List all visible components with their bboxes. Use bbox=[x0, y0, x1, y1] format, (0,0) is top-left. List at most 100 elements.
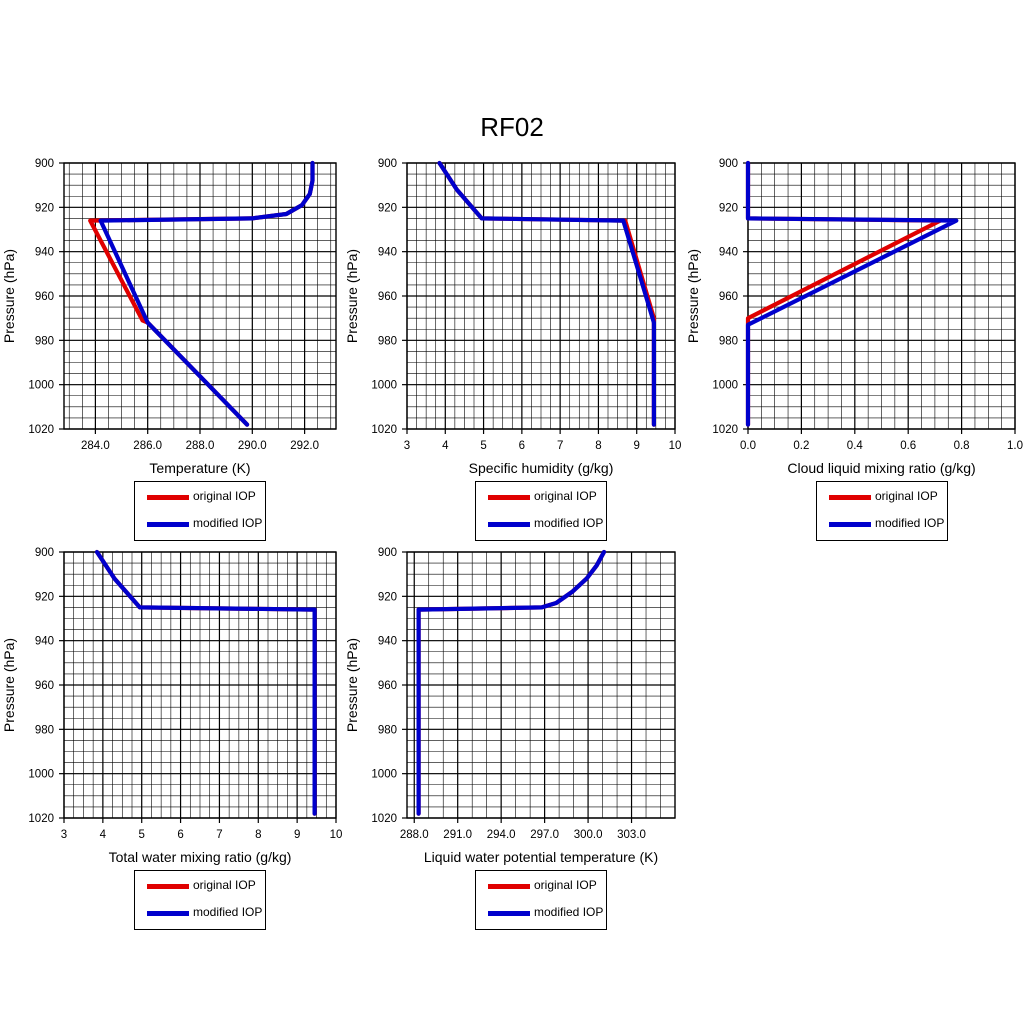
x-tick-label: 303.0 bbox=[617, 829, 646, 841]
legend-swatch bbox=[147, 884, 189, 889]
y-tick-label: 940 bbox=[378, 636, 397, 648]
x-tick-label: 7 bbox=[216, 829, 222, 841]
y-tick-label: 1020 bbox=[28, 424, 54, 436]
legend-entry: modified IOP bbox=[817, 514, 947, 534]
y-tick-label: 960 bbox=[378, 680, 397, 692]
legend-label: original IOP bbox=[193, 878, 256, 892]
y-tick-label: 920 bbox=[35, 202, 54, 214]
y-tick-label: 1000 bbox=[712, 380, 738, 392]
y-tick-label: 960 bbox=[378, 291, 397, 303]
series-line-original bbox=[88, 160, 315, 427]
legend-entry: original IOP bbox=[476, 487, 606, 507]
x-tick-label: 8 bbox=[255, 829, 261, 841]
x-tick-label: 294.0 bbox=[487, 829, 516, 841]
y-tick-label: 900 bbox=[35, 547, 54, 559]
legend-label: modified IOP bbox=[875, 516, 945, 530]
legend-label: modified IOP bbox=[534, 905, 604, 919]
y-tick-label: 920 bbox=[378, 591, 397, 603]
x-tick-label: 10 bbox=[669, 440, 682, 452]
y-tick-label: 980 bbox=[378, 724, 397, 736]
panel-1: 284.0 286.0 288.0 290.0 292.0 900 920 940 960 980… bbox=[1, 158, 337, 476]
x-tick-label: 284.0 bbox=[81, 440, 110, 452]
legend-entry: modified IOP bbox=[476, 903, 606, 923]
y-axis-label: Pressure (hPa) bbox=[1, 249, 17, 343]
series-line-original bbox=[437, 160, 657, 427]
x-tick-label: 0.8 bbox=[954, 440, 970, 452]
y-tick-label: 1020 bbox=[371, 424, 397, 436]
legend-entry: original IOP bbox=[476, 876, 606, 896]
legend-swatch bbox=[488, 522, 530, 527]
y-tick-label: 1000 bbox=[28, 380, 54, 392]
x-tick-label: 5 bbox=[139, 829, 145, 841]
y-tick-label: 900 bbox=[719, 158, 738, 170]
x-tick-label: 0.0 bbox=[740, 440, 756, 452]
x-tick-label: 6 bbox=[519, 440, 525, 452]
legend-entry: modified IOP bbox=[135, 514, 265, 534]
legend-entry: modified IOP bbox=[476, 514, 606, 534]
x-tick-label: 3 bbox=[404, 440, 410, 452]
y-tick-label: 980 bbox=[35, 724, 54, 736]
x-axis-label: Specific humidity (g/kg) bbox=[469, 460, 614, 476]
x-tick-label: 0.4 bbox=[847, 440, 864, 452]
y-tick-label: 1020 bbox=[28, 813, 54, 825]
x-tick-label: 0.2 bbox=[793, 440, 809, 452]
x-tick-label: 3 bbox=[61, 829, 67, 841]
legend: original IOP modified IOP bbox=[475, 870, 607, 930]
x-tick-label: 291.0 bbox=[443, 829, 472, 841]
legend-label: original IOP bbox=[875, 489, 938, 503]
y-tick-label: 980 bbox=[35, 335, 54, 347]
y-tick-label: 1000 bbox=[28, 769, 54, 781]
legend-label: original IOP bbox=[534, 878, 597, 892]
y-tick-label: 940 bbox=[378, 247, 397, 259]
y-tick-label: 920 bbox=[719, 202, 738, 214]
y-tick-label: 940 bbox=[35, 636, 54, 648]
x-axis-label: Cloud liquid mixing ratio (g/kg) bbox=[787, 460, 975, 476]
y-tick-label: 900 bbox=[35, 158, 54, 170]
x-tick-label: 9 bbox=[294, 829, 300, 841]
x-tick-label: 288.0 bbox=[186, 440, 215, 452]
x-tick-label: 292.0 bbox=[290, 440, 319, 452]
legend-label: modified IOP bbox=[193, 516, 263, 530]
series-line-modified bbox=[98, 160, 315, 427]
x-tick-label: 297.0 bbox=[530, 829, 559, 841]
legend: original IOP modified IOP bbox=[475, 481, 607, 541]
x-tick-label: 4 bbox=[442, 440, 449, 452]
x-tick-label: 288.0 bbox=[400, 829, 429, 841]
legend-label: modified IOP bbox=[193, 905, 263, 919]
legend: original IOP modified IOP bbox=[816, 481, 948, 541]
y-tick-label: 960 bbox=[35, 680, 54, 692]
y-tick-label: 940 bbox=[35, 247, 54, 259]
figure-title: RF02 bbox=[480, 112, 544, 142]
y-tick-label: 900 bbox=[378, 547, 397, 559]
series-line-modified bbox=[745, 160, 959, 427]
series-line-original bbox=[416, 549, 607, 816]
legend-entry: original IOP bbox=[135, 487, 265, 507]
panel-4: 3 4 5 6 7 8 9 10 900 920 940 960 980 1000 1020 Total wa… bbox=[1, 547, 342, 865]
y-tick-label: 960 bbox=[35, 291, 54, 303]
series-line-original bbox=[94, 549, 317, 816]
x-axis-label: Total water mixing ratio (g/kg) bbox=[109, 849, 292, 865]
x-tick-label: 5 bbox=[480, 440, 486, 452]
y-tick-label: 1000 bbox=[371, 769, 397, 781]
x-tick-label: 6 bbox=[177, 829, 183, 841]
x-tick-label: 1.0 bbox=[1007, 440, 1023, 452]
legend: original IOP modified IOP bbox=[134, 481, 266, 541]
x-axis-label: Temperature (K) bbox=[149, 460, 250, 476]
legend-swatch bbox=[147, 522, 189, 527]
x-tick-label: 300.0 bbox=[574, 829, 603, 841]
y-tick-label: 980 bbox=[719, 335, 738, 347]
y-tick-label: 900 bbox=[378, 158, 397, 170]
x-tick-label: 0.6 bbox=[900, 440, 916, 452]
legend-swatch bbox=[829, 495, 871, 500]
y-tick-label: 920 bbox=[35, 591, 54, 603]
y-tick-label: 1020 bbox=[371, 813, 397, 825]
series-line-modified bbox=[437, 160, 657, 427]
x-tick-label: 7 bbox=[557, 440, 563, 452]
y-axis-label: Pressure (hPa) bbox=[344, 638, 360, 732]
series-line-modified bbox=[416, 549, 607, 816]
legend-swatch bbox=[829, 522, 871, 527]
legend-entry: original IOP bbox=[135, 876, 265, 896]
panel-3: 0.0 0.2 0.4 0.6 0.8 1.0 900 920 940 960 980 1000 102… bbox=[685, 158, 1023, 476]
